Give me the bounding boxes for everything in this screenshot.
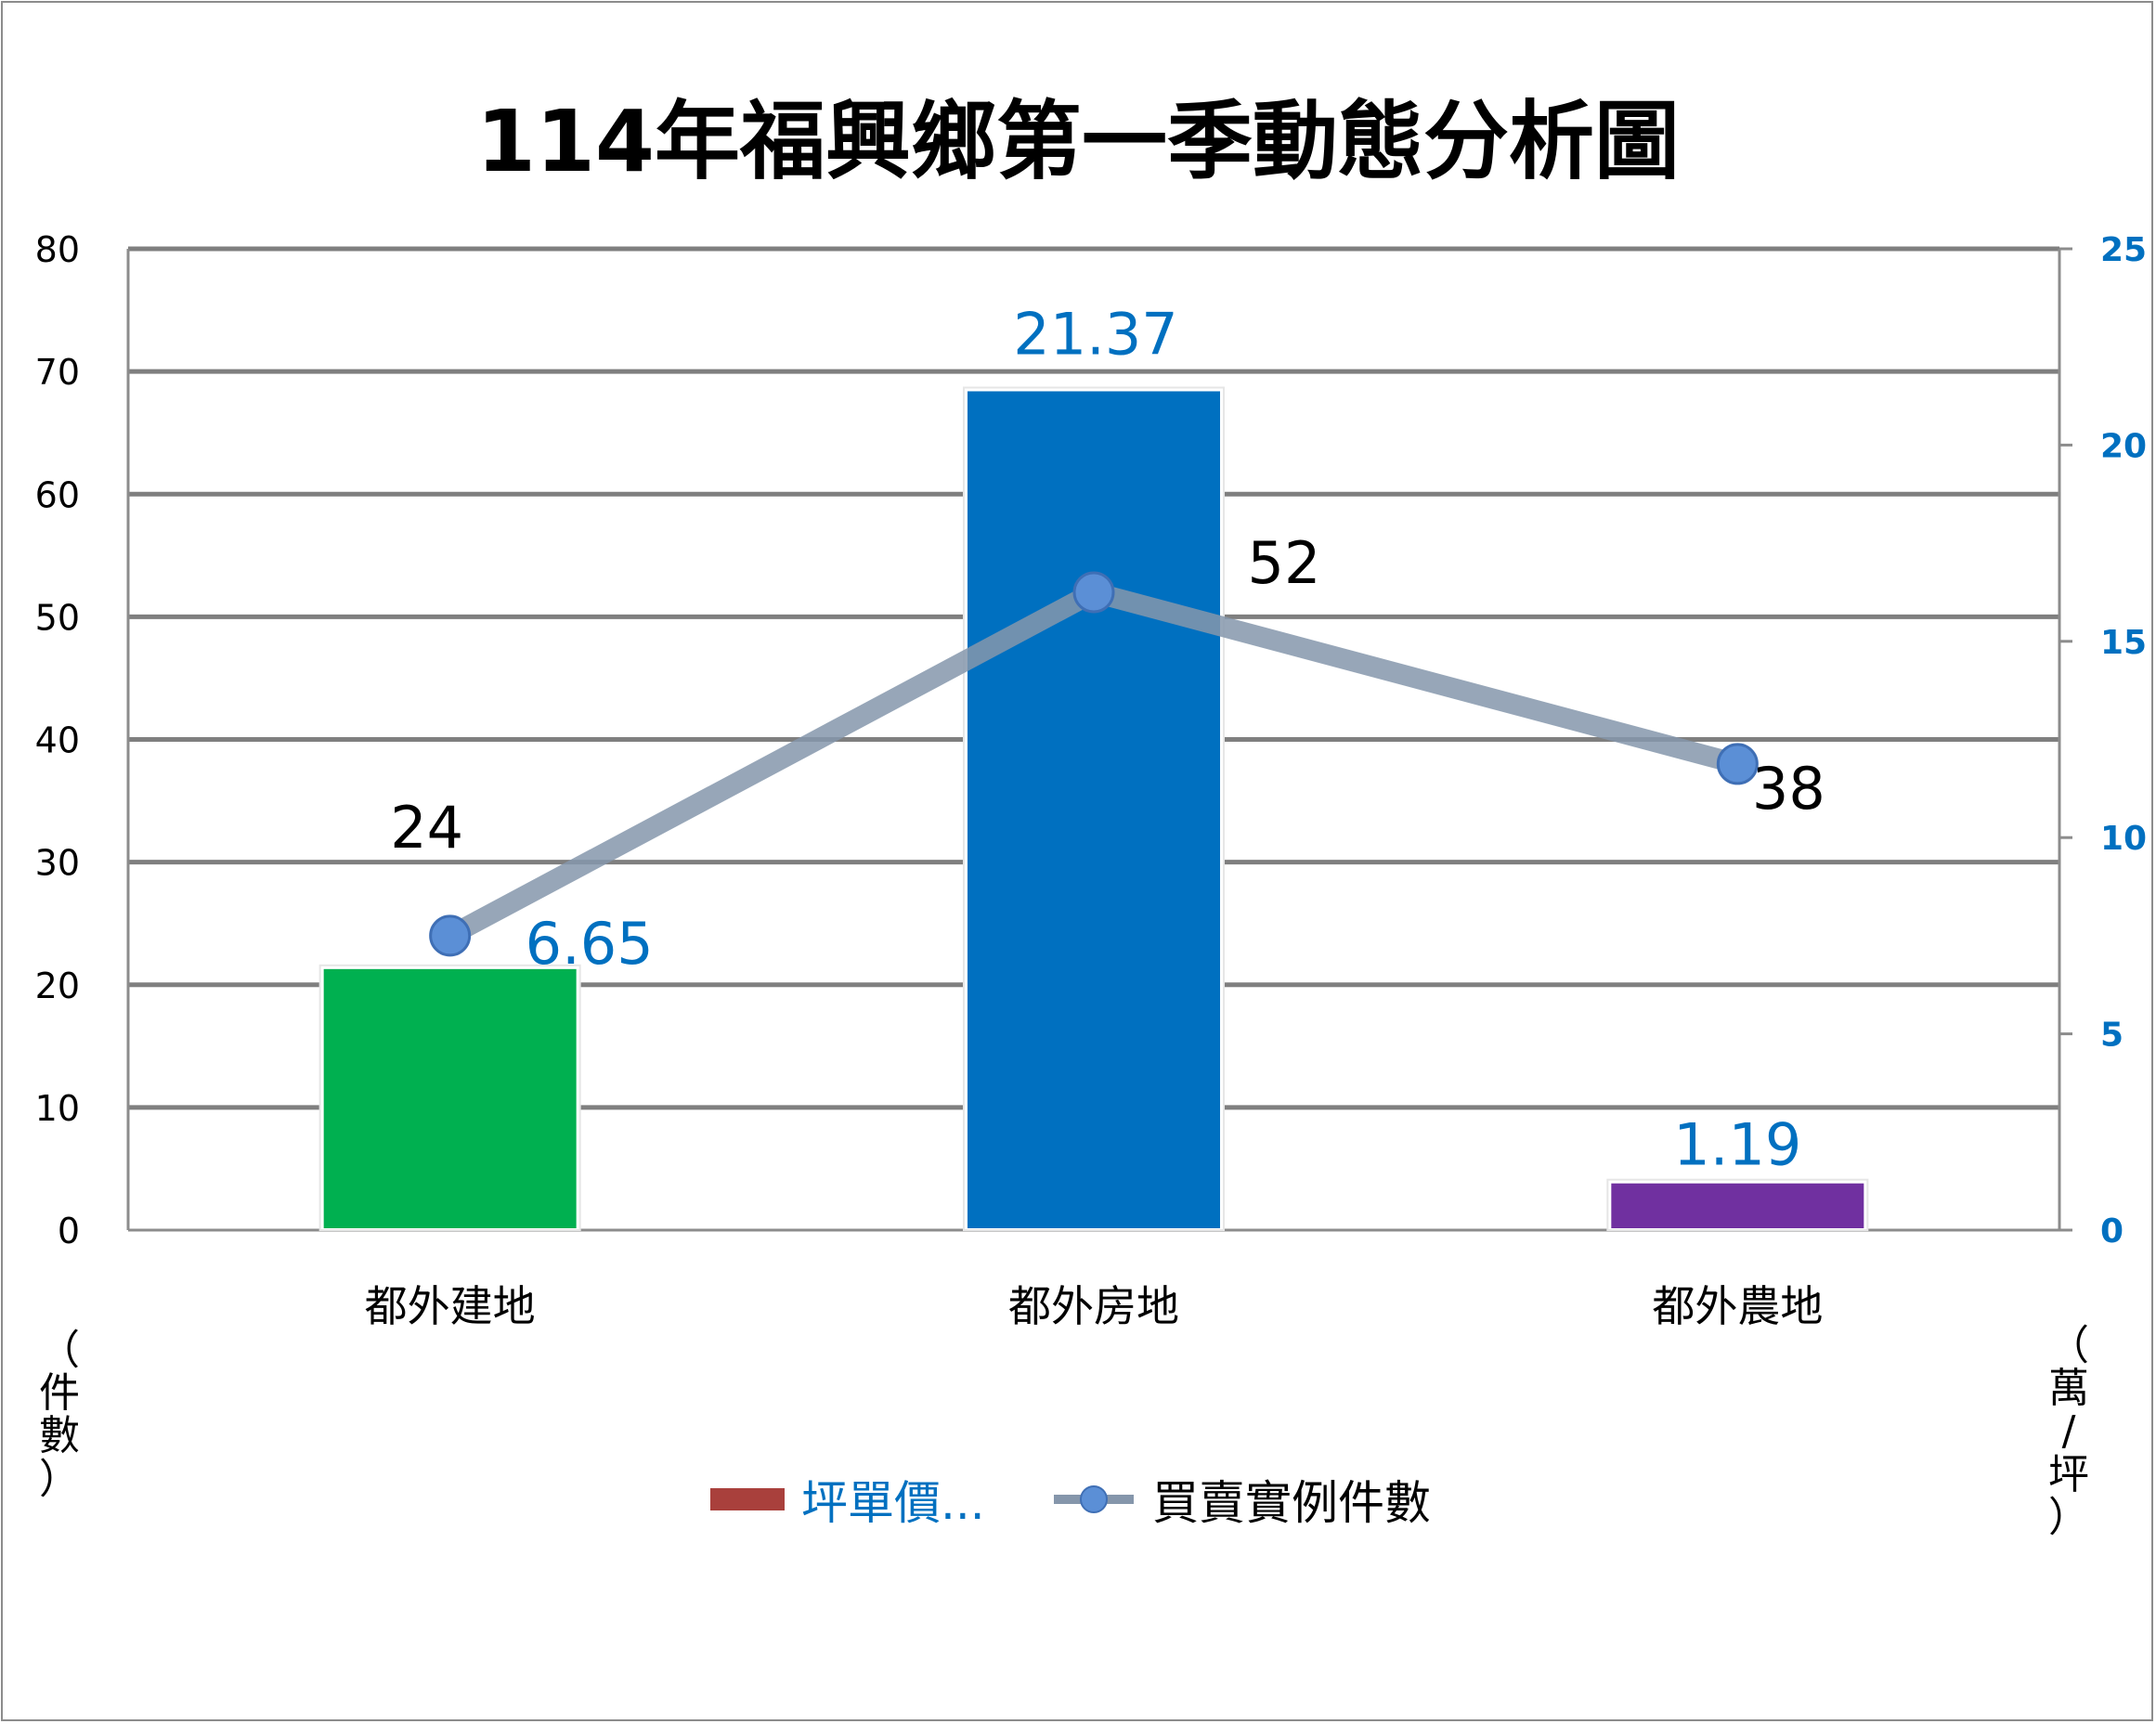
y-right-tick-label: 25: [2100, 231, 2147, 269]
y-right-tick-label: 20: [2100, 427, 2147, 465]
y-left-tick-label: 0: [58, 1211, 80, 1251]
axis-label-char: 萬: [2048, 1365, 2089, 1413]
axis-label-char: 件: [39, 1369, 80, 1418]
legend-item-count: 買賣實例件數: [1052, 1471, 1431, 1530]
bar-value-label: 1.19: [1673, 1111, 1801, 1179]
chart-legend: 坪單價... 買賣實例件數: [0, 1471, 2156, 1530]
y-axis-left-label: （件數）: [32, 1329, 87, 1501]
legend-swatch-line: [1052, 1481, 1136, 1518]
y-right-tick-label: 0: [2100, 1212, 2124, 1251]
axis-label-char: （: [39, 1327, 80, 1374]
axis-label-char: 坪: [2048, 1450, 2089, 1498]
axis-label-char: ）: [2048, 1493, 2089, 1541]
line-marker: [1072, 571, 1115, 614]
y-left-tick-label: 40: [35, 720, 80, 761]
line-marker: [429, 914, 472, 957]
axis-label-char: 數: [39, 1412, 80, 1460]
line-value-label: 24: [390, 794, 463, 862]
line-value-label: 38: [1752, 755, 1825, 823]
y-right-tick-label: 15: [2100, 624, 2147, 662]
x-category-label: 都外建地: [365, 1281, 536, 1331]
y-left-tick-label: 80: [35, 229, 80, 270]
y-right-tick-label: 10: [2100, 820, 2147, 858]
legend-label-price: 坪單價...: [801, 1476, 985, 1530]
bar: [1611, 1183, 1864, 1228]
y-left-tick-label: 30: [35, 843, 80, 884]
y-right-tick-label: 5: [2100, 1017, 2124, 1055]
legend-item-price: 坪單價...: [710, 1471, 985, 1530]
x-category-label: 都外農地: [1652, 1281, 1823, 1331]
chart-title: 114年福興鄉第一季動態分析圖: [475, 92, 1681, 191]
legend-label-count: 買賣實例件數: [1152, 1476, 1431, 1530]
y-left-tick-label: 70: [35, 352, 80, 393]
bar-value-label: 6.65: [526, 910, 654, 978]
line-marker: [1716, 743, 1759, 785]
y-left-tick-label: 60: [35, 474, 80, 515]
bar-value-label: 21.37: [1013, 300, 1178, 368]
y-left-tick-label: 20: [35, 966, 80, 1006]
bar: [323, 968, 577, 1228]
x-category-label: 都外房地: [1008, 1281, 1179, 1331]
y-left-tick-label: 10: [35, 1088, 80, 1129]
axis-label-char: /: [2061, 1407, 2076, 1456]
line-value-label: 52: [1248, 529, 1321, 597]
legend-swatch-bar: [710, 1488, 785, 1510]
y-left-tick-label: 50: [35, 597, 80, 638]
y-axis-right-label: （萬 / 坪）: [2041, 1322, 2097, 1541]
axis-label-char: （: [2048, 1322, 2089, 1369]
axis-label-char: ）: [39, 1455, 80, 1503]
bar: [968, 391, 1220, 1228]
